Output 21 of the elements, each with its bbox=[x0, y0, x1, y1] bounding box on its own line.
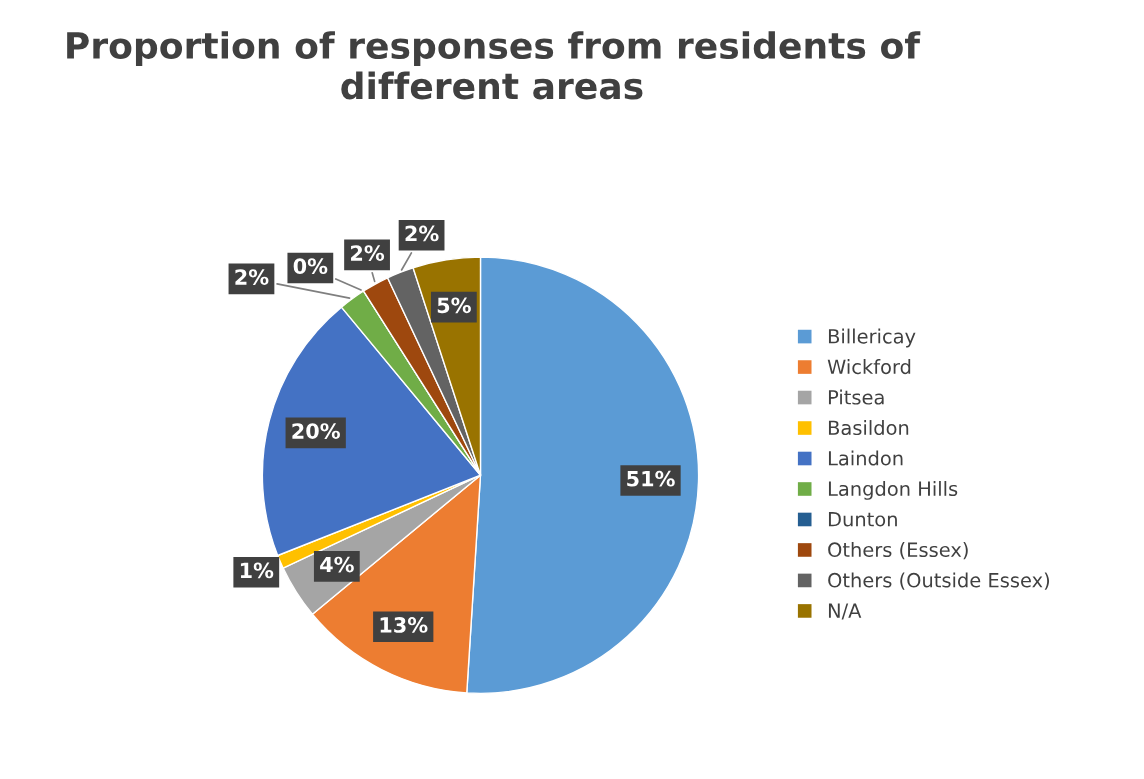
legend-label: Others (Essex) bbox=[828, 541, 968, 560]
legend-label: Dunton bbox=[828, 512, 897, 527]
chart-title: Proportion of responses from residents of different areas bbox=[67, 31, 921, 100]
legend-label: N/A bbox=[828, 603, 862, 620]
legend-label: Billericay bbox=[828, 328, 916, 348]
data-label: 1% bbox=[240, 562, 274, 579]
legend-label: Wickford bbox=[827, 359, 911, 375]
legend-label: Laindon bbox=[828, 450, 903, 466]
data-label: 2% bbox=[351, 245, 385, 261]
legend-label: Basildon bbox=[828, 420, 909, 436]
legend-label: Langdon Hills bbox=[828, 481, 958, 500]
data-label: 2% bbox=[405, 225, 439, 242]
data-label: 13% bbox=[380, 617, 428, 633]
legend-label: Others (Outside Essex) bbox=[828, 572, 1050, 590]
legend-label: Pitsea bbox=[828, 389, 884, 405]
data-label: 51% bbox=[627, 470, 675, 487]
data-label: 2% bbox=[235, 269, 269, 285]
data-label: 4% bbox=[320, 556, 354, 573]
data-label: 5% bbox=[437, 297, 471, 314]
data-label: 20% bbox=[292, 423, 340, 439]
text: 0% bbox=[293, 258, 328, 275]
